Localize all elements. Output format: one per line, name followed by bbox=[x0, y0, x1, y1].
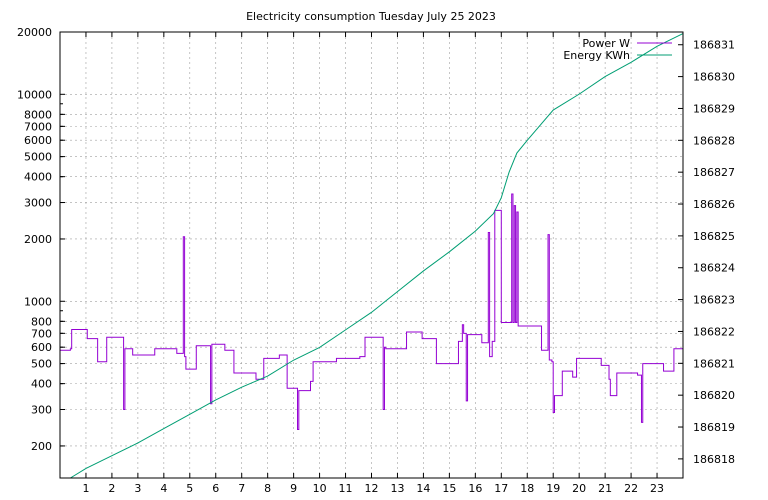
y-tick-label-6000: 6000 bbox=[24, 134, 52, 147]
legend-label-power: Power W bbox=[582, 37, 630, 50]
legend: Power W Energy KWh bbox=[563, 37, 672, 62]
x-tick-label-20: 20 bbox=[572, 482, 586, 495]
x-tick-label-9: 9 bbox=[290, 482, 297, 495]
y-tick-label-3000: 3000 bbox=[24, 197, 52, 210]
x-tick-label-13: 13 bbox=[390, 482, 404, 495]
y-tick-label-5000: 5000 bbox=[24, 151, 52, 164]
x-tick-label-11: 11 bbox=[339, 482, 353, 495]
y2-tick-label-186831: 186831 bbox=[693, 39, 735, 52]
x-tick-label-1: 1 bbox=[82, 482, 89, 495]
x-tick-label-2: 2 bbox=[108, 482, 115, 495]
axis-layer: 1 2 3 4 5 6 7 8 9 10 11 12 13 14 15 16 17 18 19 20 21 22 23200… bbox=[17, 26, 735, 495]
y2-tick-label-186830: 186830 bbox=[693, 71, 735, 84]
x-tick-label-12: 12 bbox=[365, 482, 379, 495]
y2-tick-label-186819: 186819 bbox=[693, 421, 735, 434]
x-tick-label-4: 4 bbox=[160, 482, 167, 495]
x-tick-label-16: 16 bbox=[468, 482, 482, 495]
y2-tick-label-186825: 186825 bbox=[693, 230, 735, 243]
legend-label-energy: Energy KWh bbox=[563, 49, 630, 62]
y-tick-label-10000: 10000 bbox=[17, 88, 52, 101]
y-tick-label-20000: 20000 bbox=[17, 26, 52, 39]
x-tick-label-22: 22 bbox=[624, 482, 638, 495]
y2-tick-label-186820: 186820 bbox=[693, 389, 735, 402]
x-tick-label-3: 3 bbox=[134, 482, 141, 495]
series-line-1 bbox=[70, 33, 684, 479]
y2-tick-label-186827: 186827 bbox=[693, 166, 735, 179]
y-tick-label-4000: 4000 bbox=[24, 171, 52, 184]
y-tick-label-700: 700 bbox=[31, 327, 52, 340]
y2-tick-label-186821: 186821 bbox=[693, 357, 735, 370]
x-tick-label-7: 7 bbox=[238, 482, 245, 495]
x-tick-label-21: 21 bbox=[598, 482, 612, 495]
chart-title: Electricity consumption Tuesday July 25 … bbox=[246, 10, 496, 23]
y-tick-label-1000: 1000 bbox=[24, 295, 52, 308]
y-tick-label-8000: 8000 bbox=[24, 108, 52, 121]
x-tick-label-17: 17 bbox=[494, 482, 508, 495]
y-tick-label-400: 400 bbox=[31, 378, 52, 391]
y-tick-label-500: 500 bbox=[31, 358, 52, 371]
y2-tick-label-186829: 186829 bbox=[693, 102, 735, 115]
x-tick-label-19: 19 bbox=[546, 482, 560, 495]
y-tick-label-600: 600 bbox=[31, 341, 52, 354]
y2-tick-label-186823: 186823 bbox=[693, 294, 735, 307]
y2-tick-label-186828: 186828 bbox=[693, 134, 735, 147]
x-tick-label-8: 8 bbox=[264, 482, 271, 495]
x-tick-label-10: 10 bbox=[313, 482, 327, 495]
y-tick-label-2000: 2000 bbox=[24, 233, 52, 246]
y-tick-label-200: 200 bbox=[31, 440, 52, 453]
x-tick-label-23: 23 bbox=[650, 482, 664, 495]
y-tick-label-7000: 7000 bbox=[24, 120, 52, 133]
x-tick-label-15: 15 bbox=[442, 482, 456, 495]
y2-tick-label-186824: 186824 bbox=[693, 262, 735, 275]
grid-layer bbox=[60, 31, 683, 478]
y-tick-label-300: 300 bbox=[31, 403, 52, 416]
series-line-0 bbox=[60, 193, 683, 431]
x-tick-label-14: 14 bbox=[416, 482, 430, 495]
y-tick-label-800: 800 bbox=[31, 315, 52, 328]
series-layer bbox=[60, 33, 684, 479]
y2-tick-label-186822: 186822 bbox=[693, 325, 735, 338]
x-tick-label-5: 5 bbox=[186, 482, 193, 495]
y2-tick-label-186818: 186818 bbox=[693, 453, 735, 466]
x-tick-label-6: 6 bbox=[212, 482, 219, 495]
x-tick-label-18: 18 bbox=[520, 482, 534, 495]
y2-tick-label-186826: 186826 bbox=[693, 198, 735, 211]
